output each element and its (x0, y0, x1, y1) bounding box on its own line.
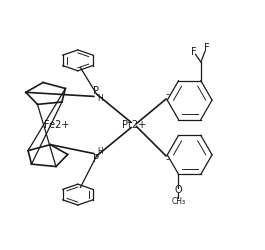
Text: CH₃: CH₃ (171, 196, 186, 205)
Text: P: P (94, 86, 99, 97)
Text: Pt2+: Pt2+ (122, 120, 146, 130)
Text: –: – (165, 90, 170, 100)
Text: –: – (165, 156, 170, 164)
Text: Fe2+: Fe2+ (44, 120, 69, 130)
Text: O: O (175, 185, 182, 195)
Text: P: P (94, 154, 99, 164)
Text: H: H (97, 146, 103, 156)
Text: F: F (204, 44, 210, 54)
Text: H: H (97, 94, 103, 103)
Text: F: F (191, 47, 196, 57)
